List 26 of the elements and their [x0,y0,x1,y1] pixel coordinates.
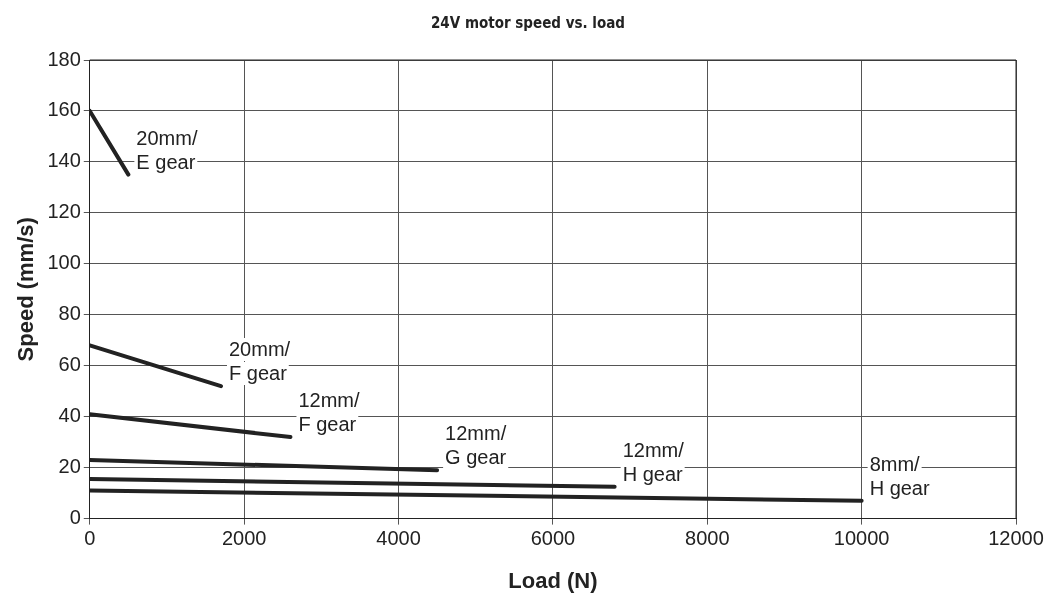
series-label: 20mm/ E gear [136,126,198,173]
y-tick-label: 160 [47,98,81,121]
y-tick-label: 180 [47,47,81,70]
y-tick-label: 40 [58,404,81,427]
y-tick-label: 80 [58,302,81,325]
y-tick-label: 60 [58,353,81,376]
series-label: 12mm/ G gear [445,422,507,469]
x-axis-title: Load (N) [508,567,598,593]
x-tick-label: 4000 [376,527,421,550]
x-tick-label: 6000 [530,527,576,550]
y-tick-label: 20 [58,455,81,478]
x-tick-label: 12000 [988,527,1044,550]
series-label: 20mm/ F gear [228,338,291,385]
series-label: 12mm/ F gear [298,389,361,436]
y-tick-label: 0 [69,506,81,529]
x-tick-label: 10000 [833,527,890,550]
y-axis-title: Speed (mm/s) [13,217,39,362]
chart-title: 24V motor speed vs. load [430,14,626,32]
series-label: 8mm/ H gear [869,452,930,499]
x-tick-label: 8000 [685,527,730,550]
series-label: 12mm/ H gear [622,438,685,485]
x-tick-label: 0 [84,527,96,550]
y-tick-label: 100 [47,251,81,274]
y-tick-label: 120 [47,200,81,223]
y-tick-label: 140 [47,149,81,172]
x-tick-label: 2000 [221,527,267,550]
